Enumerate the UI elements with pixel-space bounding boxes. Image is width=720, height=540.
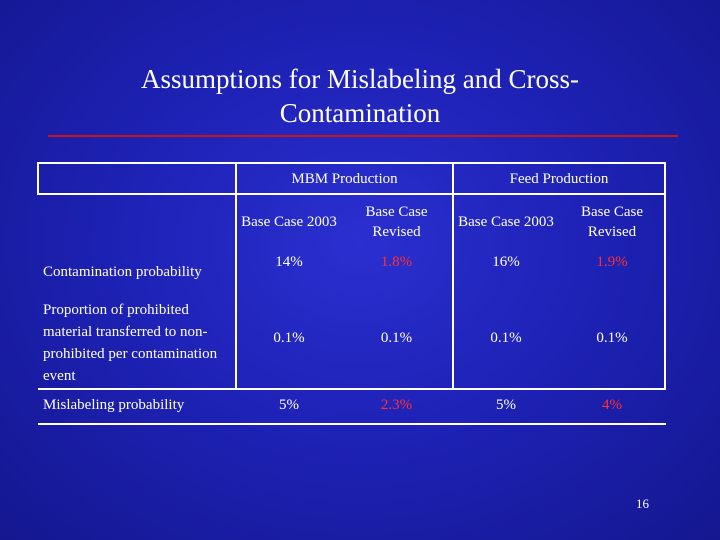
table-cell: 4%	[602, 397, 622, 413]
table-cell: 5%	[279, 397, 299, 413]
table-cell: 0.1%	[380, 330, 413, 346]
feed-production-header: Feed Production	[509, 170, 609, 187]
table-header-divider	[38, 193, 666, 195]
table-cell: 14%	[275, 254, 303, 270]
page-number: 16	[636, 496, 649, 511]
subheader-mbm-revised: Base Case Revised	[365, 204, 428, 240]
table-border-right	[664, 162, 666, 390]
table-border-top	[38, 162, 666, 164]
title-divider	[48, 135, 678, 137]
table-cell: 0.1%	[596, 330, 628, 346]
slide-title: Assumptions for Mislabeling and Cross- C…	[60, 62, 660, 130]
table-border-bottom	[38, 388, 666, 390]
table-cell: 2.3%	[380, 397, 413, 413]
table-cell: 1.8%	[380, 254, 413, 270]
table-cell: 0.1%	[273, 330, 305, 346]
table-border-left	[37, 162, 39, 195]
row-label-proportion: Proportion of prohibited material transf…	[43, 302, 218, 384]
table-cell: 5%	[496, 397, 516, 413]
table-row-divider	[38, 423, 666, 425]
title-line-2: Contamination	[279, 98, 441, 128]
subheader-mbm-2003: Base Case 2003	[241, 214, 337, 230]
row-label-contamination: Contamination probability	[43, 264, 202, 280]
table-cell: 0.1%	[490, 330, 522, 346]
subheader-feed-revised: Base Case Revised	[580, 204, 644, 240]
table-cell: 1.9%	[596, 254, 628, 270]
row-label-mislabeling: Mislabeling probability	[43, 397, 185, 413]
subheader-feed-2003: Base Case 2003	[458, 214, 554, 230]
table-column-divider	[235, 162, 237, 390]
title-line-1: Assumptions for Mislabeling and Cross-	[141, 64, 579, 94]
table-group-divider	[452, 162, 454, 390]
mbm-production-header: MBM Production	[291, 170, 398, 187]
table-cell: 16%	[492, 254, 520, 270]
